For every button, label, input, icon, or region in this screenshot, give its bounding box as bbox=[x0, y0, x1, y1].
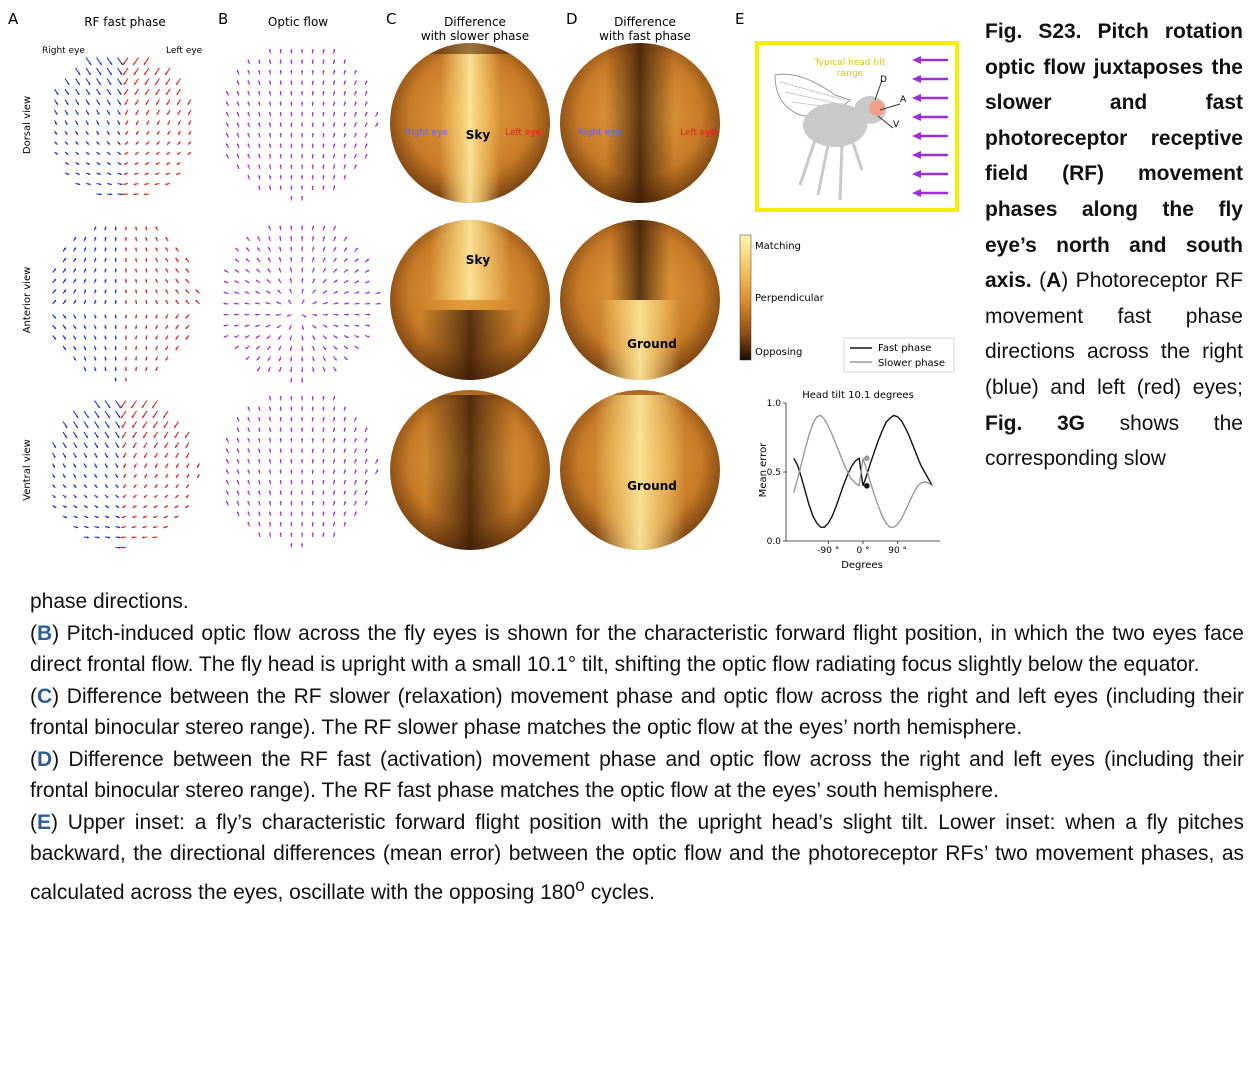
series-line-slower-phase bbox=[794, 415, 933, 527]
fly-axis-label-a: A bbox=[900, 95, 907, 105]
marker-fast-phase bbox=[864, 483, 870, 489]
colorbar-label-opposing: Opposing bbox=[755, 347, 802, 358]
caption-a-letter: A bbox=[1046, 269, 1061, 292]
caption-c-text: ) Difference between the RF slower (rela… bbox=[30, 685, 1244, 740]
view-label-anterior: Anterior view bbox=[22, 267, 33, 334]
marker-slower-phase bbox=[864, 455, 870, 461]
panel-a-left-eye-label: Left eye bbox=[166, 46, 203, 56]
caption-title: Fig. S23. Pitch rotation optic flow juxt… bbox=[985, 20, 1243, 292]
overlay-c-sky-dorsal: Sky bbox=[466, 128, 491, 142]
overlay-c-sky-anterior: Sky bbox=[466, 253, 491, 267]
fly-inset-label-line1: Typical head tilt bbox=[814, 58, 886, 68]
series-line-fast-phase bbox=[794, 415, 933, 527]
caption-d-open: ( bbox=[30, 748, 37, 771]
panel-d-title-line1: Difference bbox=[614, 15, 676, 29]
caption-b-text: ) Pitch-induced optic flow across the fl… bbox=[30, 622, 1244, 677]
caption-b-letter: B bbox=[37, 622, 52, 645]
difference-fast-sphere-anterior bbox=[560, 220, 720, 380]
caption-d-text: ) Difference between the RF fast (activa… bbox=[30, 748, 1244, 803]
caption-a-tail: phase directions. bbox=[30, 586, 1244, 618]
chart-x-label: Degrees bbox=[841, 560, 883, 571]
caption-a-tail-bottom: phase directions. bbox=[30, 590, 189, 613]
overlay-c-left-eye: Left eye bbox=[505, 128, 542, 138]
flow-field-anterior bbox=[224, 226, 381, 383]
difference-fast-sphere-dorsal bbox=[560, 40, 720, 210]
fly-inset-label-line2: range bbox=[837, 69, 864, 79]
caption-a-figure-ref: Fig. 3G bbox=[985, 412, 1085, 435]
caption-e-letter: E bbox=[37, 811, 51, 834]
caption-paragraph-d: (D) Difference between the RF fast (acti… bbox=[30, 744, 1244, 807]
caption-paragraph-c: (C) Difference between the RF slower (re… bbox=[30, 681, 1244, 744]
panel-d-title-line2: with fast phase bbox=[599, 29, 691, 43]
y-tick-label: 1.0 bbox=[767, 399, 782, 409]
fly-flight-inset: Typical head tilt range D A V bbox=[757, 43, 957, 210]
legend-label-fast: Fast phase bbox=[878, 343, 931, 354]
difference-fast-sphere-ventral bbox=[560, 390, 720, 555]
view-label-ventral: Ventral view bbox=[22, 439, 33, 501]
caption-d-letter: D bbox=[37, 748, 52, 771]
difference-slower-sphere-ventral bbox=[390, 390, 550, 555]
flow-field-dorsal bbox=[226, 49, 378, 201]
fly-axis-label-v: V bbox=[893, 120, 900, 130]
panel-b-title: Optic flow bbox=[268, 15, 328, 29]
caption-e-open: ( bbox=[30, 811, 37, 834]
panel-letter-e: E bbox=[735, 10, 744, 28]
overlay-d-left-eye: Left eye bbox=[680, 128, 717, 138]
x-tick-label: -90 ° bbox=[817, 546, 839, 556]
mean-error-chart: Head tilt 10.1 degrees Degrees Mean erro… bbox=[758, 390, 940, 571]
overlay-d-ground-anterior: Ground bbox=[627, 337, 677, 351]
flow-field-ventral bbox=[226, 396, 378, 548]
chart-title: Head tilt 10.1 degrees bbox=[802, 390, 914, 401]
panel-a-right-eye-label: Right eye bbox=[42, 46, 85, 56]
overlay-d-ground-ventral: Ground bbox=[627, 479, 677, 493]
difference-slower-sphere-dorsal bbox=[390, 40, 550, 210]
panel-letter-c: C bbox=[386, 10, 396, 28]
caption-paragraph-e: (E) Upper inset: a fly’s characteristic … bbox=[30, 807, 1244, 909]
caption-paragraph-b: (B) Pitch-induced optic flow across the … bbox=[30, 618, 1244, 681]
panel-c-title-line2: with slower phase bbox=[421, 29, 529, 43]
panel-c-title-line1: Difference bbox=[444, 15, 506, 29]
y-tick-label: 0.0 bbox=[767, 537, 782, 547]
caption-b-open: ( bbox=[30, 622, 37, 645]
panel-letter-a: A bbox=[8, 10, 19, 28]
y-tick-label: 0.5 bbox=[767, 468, 781, 478]
caption-c-letter: C bbox=[37, 685, 52, 708]
chart-legend: Fast phase Slower phase bbox=[844, 338, 954, 372]
figure-caption-side: Fig. S23. Pitch rotation optic flow juxt… bbox=[985, 14, 1243, 477]
rf-field-dorsal bbox=[55, 58, 192, 196]
panel-letter-d: D bbox=[566, 10, 578, 28]
view-label-dorsal: Dorsal view bbox=[22, 96, 33, 154]
panel-letter-b: B bbox=[218, 10, 228, 28]
rf-field-ventral bbox=[53, 401, 200, 549]
rf-fast-phase-arrow-fields bbox=[53, 58, 200, 549]
x-tick-label: 90 ° bbox=[888, 546, 907, 556]
legend-label-slower: Slower phase bbox=[878, 358, 945, 369]
caption-e-end: cycles. bbox=[585, 881, 655, 904]
difference-slower-sphere-anterior bbox=[390, 220, 550, 390]
colorbar-label-perpendicular: Perpendicular bbox=[755, 293, 825, 304]
caption-c-open: ( bbox=[30, 685, 37, 708]
colorbar-label-matching: Matching bbox=[755, 241, 801, 252]
rf-field-anterior bbox=[53, 227, 200, 382]
overlay-c-right-eye: Right eye bbox=[405, 128, 448, 138]
x-tick-label: 0 ° bbox=[856, 546, 869, 556]
optic-flow-arrow-fields bbox=[224, 49, 381, 548]
caption-e-superscript: o bbox=[575, 875, 585, 895]
difference-colorbar bbox=[740, 235, 751, 360]
overlay-d-right-eye: Right eye bbox=[578, 128, 621, 138]
figure-caption-body: phase directions. (B) Pitch-induced opti… bbox=[30, 586, 1244, 908]
fly-axis-label-d: D bbox=[880, 75, 887, 85]
panel-a-title: RF fast phase bbox=[84, 15, 166, 29]
